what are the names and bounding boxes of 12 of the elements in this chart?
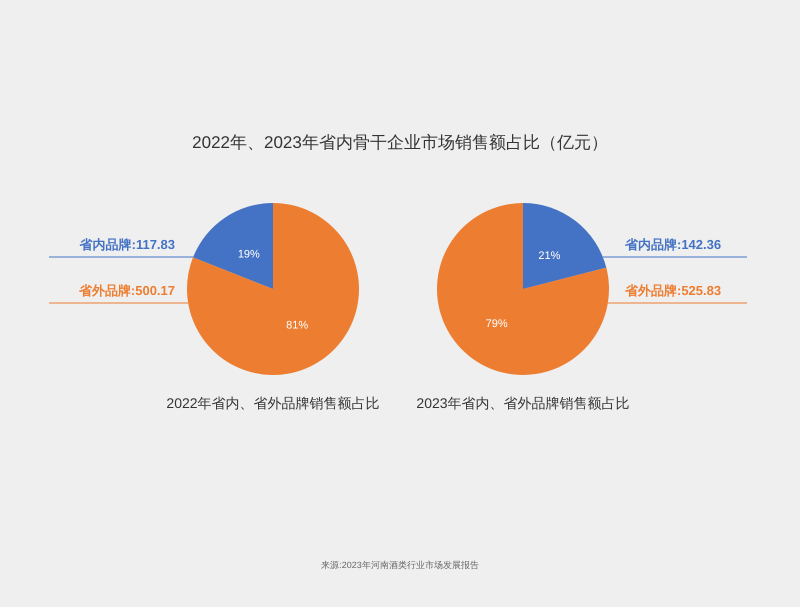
slice-label: 省外品牌:500.17 xyxy=(78,283,175,298)
text: 2023年省内、省外品牌销售额占比 xyxy=(416,395,630,411)
text: 2022年省内、省外品牌销售额占比 xyxy=(166,395,380,411)
data-label: 21% xyxy=(538,250,561,262)
data-label: 81% xyxy=(286,320,308,332)
text: 2022年、2023年省内骨干企业市场销售额占比（亿元） xyxy=(192,133,608,152)
slice-label: 省内品牌:117.83 xyxy=(78,237,175,252)
slice-label: 省外品牌:525.83 xyxy=(624,283,722,298)
slice-label: 省内品牌:142.36 xyxy=(624,237,722,252)
data-label: 79% xyxy=(486,318,508,330)
source-note: 来源:2023年河南酒类行业市场发展报告 xyxy=(321,560,479,570)
data-label: 19% xyxy=(238,248,260,260)
